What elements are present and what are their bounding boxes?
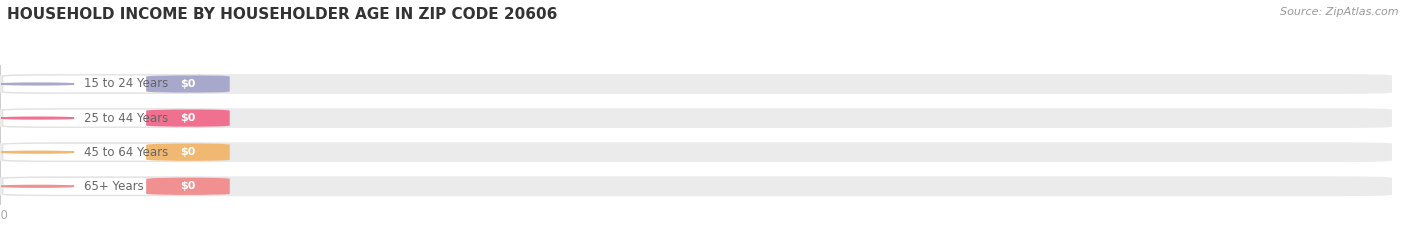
FancyBboxPatch shape [146,110,229,127]
Text: $0: $0 [180,79,195,89]
FancyBboxPatch shape [3,143,229,161]
Text: Source: ZipAtlas.com: Source: ZipAtlas.com [1281,7,1399,17]
Circle shape [1,151,75,153]
FancyBboxPatch shape [3,109,229,127]
FancyBboxPatch shape [146,178,229,195]
FancyBboxPatch shape [3,177,229,195]
Text: $0: $0 [180,113,195,123]
Text: 15 to 24 Years: 15 to 24 Years [83,78,167,90]
Text: HOUSEHOLD INCOME BY HOUSEHOLDER AGE IN ZIP CODE 20606: HOUSEHOLD INCOME BY HOUSEHOLDER AGE IN Z… [7,7,557,22]
FancyBboxPatch shape [0,176,1392,196]
Text: 65+ Years: 65+ Years [83,180,143,193]
Text: $0: $0 [180,147,195,157]
Circle shape [1,117,75,119]
FancyBboxPatch shape [0,108,1392,128]
Circle shape [1,185,75,187]
FancyBboxPatch shape [146,75,229,93]
Text: 45 to 64 Years: 45 to 64 Years [83,146,167,159]
Circle shape [1,83,75,85]
Text: 25 to 44 Years: 25 to 44 Years [83,112,167,125]
FancyBboxPatch shape [0,74,1392,94]
FancyBboxPatch shape [146,144,229,161]
FancyBboxPatch shape [3,75,229,93]
FancyBboxPatch shape [0,142,1392,162]
Text: $0: $0 [180,181,195,191]
